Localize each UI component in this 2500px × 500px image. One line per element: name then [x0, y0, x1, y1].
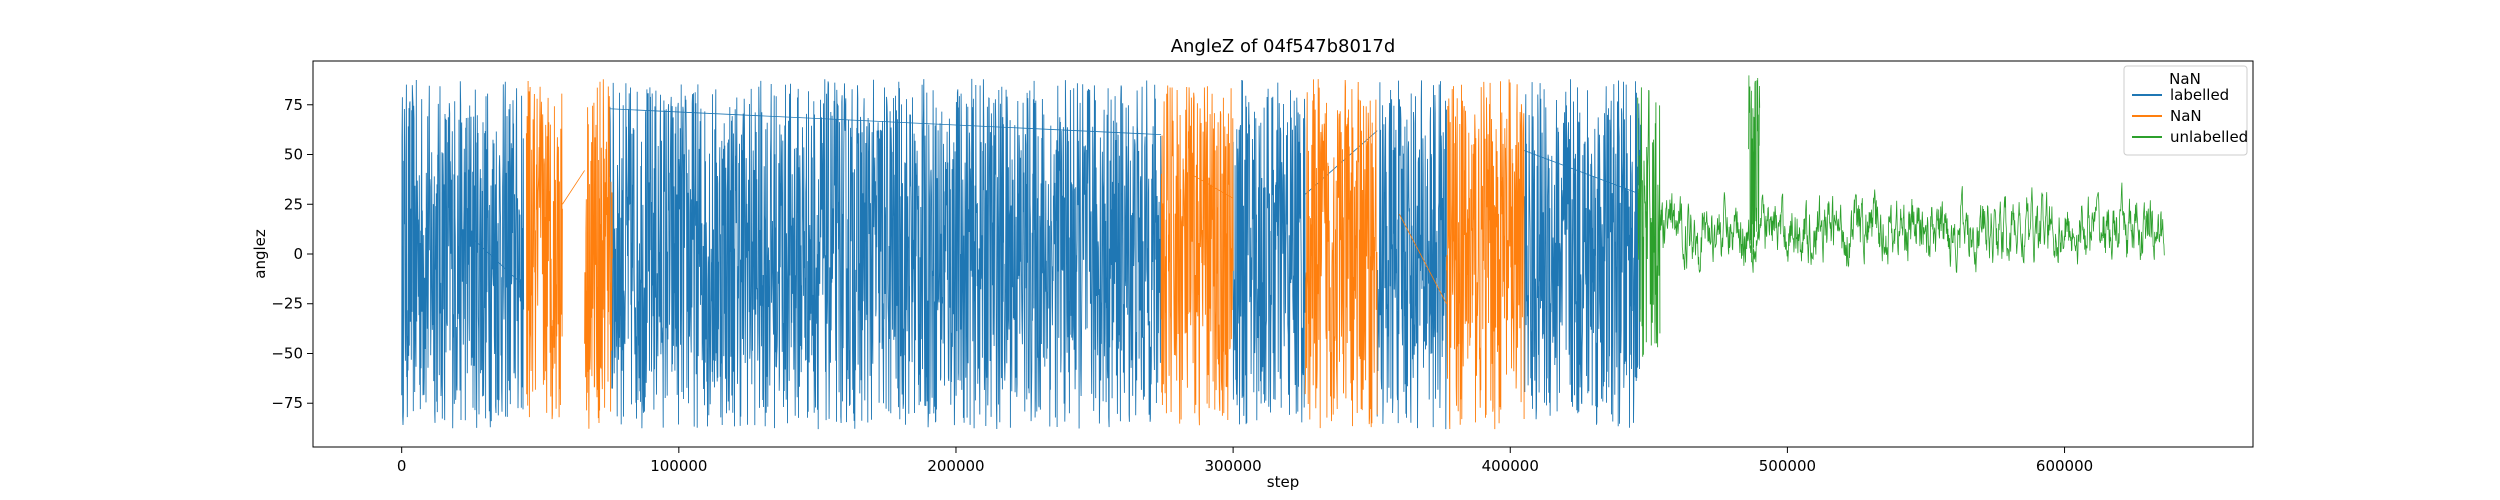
x-tick-label: 0: [397, 457, 407, 475]
series-segment: [1304, 79, 1378, 429]
x-tick-label: 300000: [1204, 457, 1261, 475]
series-segment: [401, 79, 525, 429]
legend-box: [2123, 65, 2248, 156]
x-tick-label: 600000: [2036, 457, 2093, 475]
y-tick-label: −50: [271, 344, 303, 362]
legend-label: NaN: [2170, 107, 2202, 125]
y-tick-label: −75: [271, 394, 303, 412]
series-segment: [1523, 79, 1641, 428]
y-tick-label: −25: [271, 295, 303, 313]
x-tick-label: 200000: [927, 457, 984, 475]
series-connector: [1399, 214, 1447, 304]
series-segment: [1637, 87, 1661, 357]
y-tick-label: 75: [284, 96, 303, 114]
x-tick-label: 100000: [650, 457, 707, 475]
y-axis: −75 −50 −25 0 25 50 75: [271, 96, 313, 412]
series-segment: [1659, 182, 2165, 273]
series-segment: [1446, 79, 1525, 430]
x-tick-label: 400000: [1482, 457, 1539, 475]
series-segment: [1160, 85, 1234, 426]
legend-label: labelled: [2170, 86, 2229, 104]
legend-label: unlabelled: [2170, 128, 2248, 146]
series-segment: [1748, 75, 1761, 263]
series-connector: [562, 170, 585, 205]
series-segment: [1376, 80, 1447, 430]
chart-title: AngleZ of 04f547b8017d: [1171, 36, 1396, 57]
series-nan: [525, 79, 1525, 430]
series-unlabelled: [1637, 75, 2165, 357]
x-axis: 0 100000 200000 300000 400000 500000 600000: [397, 447, 2093, 475]
series-segment: [1232, 79, 1306, 425]
series-segment: [584, 79, 613, 429]
series-connector: [609, 108, 1162, 136]
y-tick-label: 0: [293, 245, 303, 263]
legend-title: NaN: [2169, 70, 2201, 88]
y-axis-label: anglez: [251, 229, 269, 279]
y-tick-label: 25: [284, 195, 303, 213]
plot-area: [401, 75, 2165, 430]
series-labelled: [401, 78, 1641, 430]
x-tick-label: 500000: [1759, 457, 1816, 475]
series-segment: [609, 78, 1162, 430]
x-axis-label: step: [1267, 473, 1299, 491]
series-segment: [525, 80, 563, 420]
y-tick-label: 50: [284, 146, 303, 164]
